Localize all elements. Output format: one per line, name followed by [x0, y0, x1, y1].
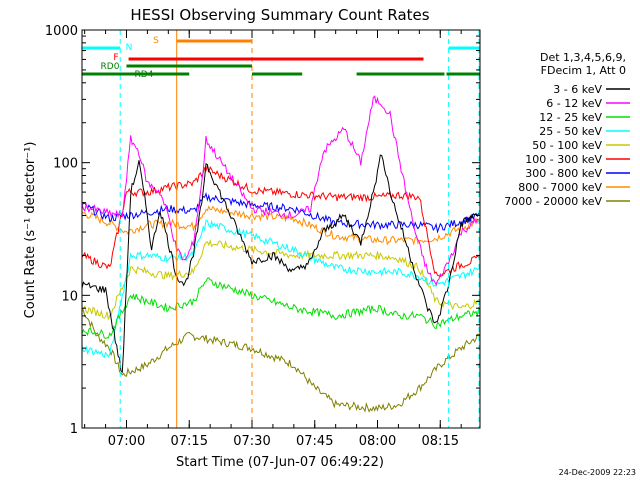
flag-label-rd0: RD0: [101, 62, 120, 72]
legend: Det 1,3,4,5,6,9,FDecim 1, Att 0 3 - 6 keV…: [504, 51, 630, 208]
legend-label-6-12-kev: 6 - 12 keV: [546, 97, 602, 110]
x-tick-label-07-15: 07:15: [171, 434, 208, 449]
x-tick-label-08-00: 08:00: [359, 434, 396, 449]
x-axis-label: Start Time (07-Jun-07 06:49:22): [176, 455, 384, 470]
legend-label-12-25-kev: 12 - 25 keV: [539, 111, 602, 124]
flag-label-f: F: [113, 53, 118, 63]
x-tick-label-07-00: 07:00: [108, 434, 145, 449]
legend-label-25-50-kev: 25 - 50 keV: [539, 125, 602, 138]
y-tick-label-10: 10: [61, 289, 78, 304]
x-axis-ticks: 07:00 07:15 07:30 07:45 08:00 08:15: [84, 30, 462, 449]
series-line-25-50-kev: [81, 219, 481, 359]
legend-label-800-7000-kev: 800 - 7000 keV: [518, 181, 602, 194]
y-axis-ticks: 1 10 100 1000: [45, 24, 480, 437]
series-layer: [81, 95, 481, 413]
legend-label-7000-20000-kev: 7000 - 20000 keV: [504, 195, 602, 208]
y-tick-label-1000: 1000: [45, 24, 78, 39]
legend-header-2: FDecim 1, Att 0: [541, 64, 626, 77]
series-line-12-25-kev: [81, 277, 481, 339]
flag-label-s: S: [153, 36, 159, 46]
series-line-100-300-kev: [81, 164, 481, 277]
y-tick-label-100: 100: [53, 157, 78, 172]
x-tick-label-07-30: 07:30: [233, 434, 270, 449]
plot-frame: [81, 29, 481, 429]
series-line-50-100-kev: [81, 239, 481, 320]
y-axis-label: Count Rate (s⁻¹ detector⁻¹): [23, 142, 38, 319]
chart-title: HESSI Observing Summary Count Rates: [130, 6, 429, 24]
date-stamp: 24-Dec-2009 22:23: [559, 468, 636, 477]
legend-label-50-100-kev: 50 - 100 keV: [532, 139, 602, 152]
legend-label-100-300-kev: 100 - 300 keV: [525, 153, 602, 166]
flag-label-n: N: [126, 43, 133, 53]
x-tick-label-08-15: 08:15: [422, 434, 459, 449]
legend-label-3-6-kev: 3 - 6 keV: [553, 83, 602, 96]
x-tick-label-07-45: 07:45: [296, 434, 333, 449]
flag-label-rd4: RD4: [135, 70, 154, 80]
legend-header-1: Det 1,3,4,5,6,9,: [540, 51, 626, 64]
series-line-7000-20000-kev: [81, 308, 481, 413]
legend-label-300-800-kev: 300 - 800 keV: [525, 167, 602, 180]
series-line-800-7000-kev: [81, 205, 481, 246]
series-line-6-12-kev: [81, 95, 481, 287]
series-line-3-6-kev: [81, 154, 481, 374]
y-tick-label-1: 1: [70, 422, 78, 437]
